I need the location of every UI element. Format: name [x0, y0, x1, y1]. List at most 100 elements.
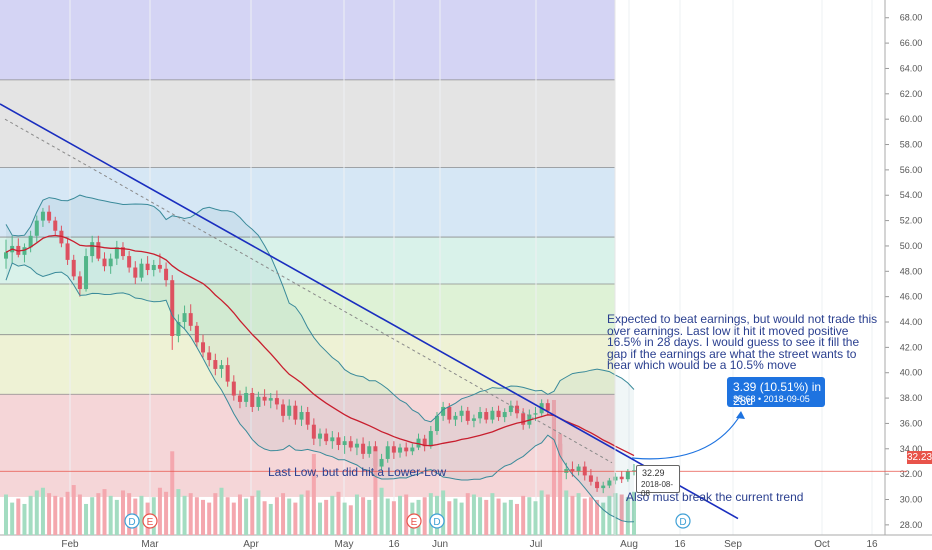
volume-bar-34	[213, 493, 218, 535]
volume-bar-62	[385, 498, 390, 535]
candle-body-59	[367, 446, 372, 454]
volume-bar-84	[521, 495, 526, 535]
volume-bar-58	[361, 497, 366, 535]
event-marker-circle-4	[675, 513, 691, 529]
candle-body-92	[570, 469, 575, 472]
x-tick-label-2: Apr	[243, 539, 259, 550]
candle-body-5	[34, 220, 39, 236]
event-marker-circle-1	[142, 513, 158, 529]
candle-body-30	[188, 313, 193, 326]
candle-body-25	[157, 264, 162, 269]
volume-bar-33	[207, 502, 212, 535]
event-marker-label-4: D	[679, 517, 686, 528]
volume-bar-59	[367, 499, 372, 535]
event-marker-circle-0	[124, 513, 140, 529]
candle-body-15	[96, 242, 101, 259]
candle-body-80	[496, 410, 501, 418]
volume-bar-26	[164, 491, 169, 535]
candle-body-7	[47, 211, 52, 221]
x-tick-label-3: May	[335, 539, 354, 550]
volume-bar-83	[515, 503, 520, 535]
start-price-date: 2018-08-08	[641, 480, 674, 498]
candle-body-18	[114, 247, 119, 259]
start-price-value: 32.29	[642, 468, 665, 478]
volume-bar-30	[188, 493, 193, 535]
candle-body-11	[71, 259, 76, 277]
volume-bar-53	[330, 495, 335, 535]
y-tick-label-19: 30.00	[900, 495, 923, 505]
volume-bar-44	[274, 497, 279, 535]
candle-body-6	[40, 211, 45, 221]
candle-body-54	[336, 437, 341, 445]
y-tick-label-14: 40.00	[900, 368, 923, 378]
volume-bar-45	[281, 493, 286, 535]
y-tick-label-13: 42.00	[900, 342, 923, 352]
price-projection-callout: 3.39 (10.51%) in 28d 35.68 • 2018-09-05	[727, 377, 825, 408]
x-tick-label-5: Jun	[432, 539, 448, 550]
candle-body-17	[108, 258, 113, 267]
volume-bar-74	[459, 502, 464, 535]
candle-body-48	[299, 412, 304, 420]
y-tick-label-16: 36.00	[900, 418, 923, 428]
volume-bar-12	[77, 494, 82, 535]
volume-bar-76	[471, 494, 476, 535]
volume-bar-56	[348, 505, 353, 535]
y-tick-label-12: 44.00	[900, 317, 923, 327]
volume-bar-7	[47, 493, 52, 535]
dashed-trend-line	[4, 118, 613, 464]
volume-bar-91	[564, 490, 569, 535]
candle-body-79	[490, 410, 495, 420]
event-marker-1: E	[142, 513, 158, 529]
volume-bar-38	[237, 494, 242, 535]
volume-bar-52	[324, 499, 329, 535]
volume-bar-48	[299, 494, 304, 535]
x-tick-label-1: Mar	[141, 539, 159, 550]
candle-body-77	[478, 412, 483, 419]
candle-body-34	[213, 360, 218, 369]
candle-body-16	[102, 258, 107, 267]
volume-bar-68	[422, 497, 427, 535]
candle-body-39	[244, 393, 249, 402]
event-marker-4: D	[675, 513, 691, 529]
y-tick-label-17: 34.00	[900, 444, 923, 454]
volume-bar-39	[244, 498, 249, 535]
y-tick-label-20: 28.00	[900, 520, 923, 530]
candle-body-8	[53, 220, 58, 231]
volume-bar-46	[287, 498, 292, 535]
event-marker-2: E	[406, 513, 422, 529]
candle-body-33	[207, 352, 212, 361]
y-tick-label-0: 68.00	[900, 13, 923, 23]
candle-body-41	[256, 396, 261, 407]
event-marker-circle-2	[406, 513, 422, 529]
volume-bar-36	[225, 497, 230, 535]
candle-body-4	[28, 235, 33, 248]
candle-body-9	[59, 230, 64, 244]
candle-body-35	[219, 365, 224, 369]
volume-bar-49	[305, 490, 310, 535]
candle-body-78	[484, 412, 489, 420]
volume-bar-71	[441, 490, 446, 535]
fib-band-2	[0, 167, 615, 238]
candle-body-38	[237, 395, 242, 402]
candle-body-42	[262, 396, 267, 401]
volume-bar-14	[90, 497, 95, 535]
candle-body-47	[293, 405, 298, 420]
candle-body-28	[176, 322, 181, 336]
volume-bar-93	[576, 493, 581, 535]
y-tick-label-8: 52.00	[900, 216, 923, 226]
candle-body-62	[385, 446, 390, 459]
y-tick-label-6: 56.00	[900, 165, 923, 175]
y-tick-label-7: 54.00	[900, 190, 923, 200]
candle-body-22	[139, 263, 144, 278]
volume-bar-18	[114, 499, 119, 535]
fib-band-0	[0, 0, 615, 80]
candle-body-45	[281, 404, 286, 416]
candle-body-64	[398, 447, 403, 453]
candle-body-32	[201, 342, 206, 353]
volume-bar-41	[256, 490, 261, 535]
y-tick-label-2: 64.00	[900, 63, 923, 73]
volume-bar-80	[496, 498, 501, 535]
candle-body-101	[625, 471, 630, 480]
